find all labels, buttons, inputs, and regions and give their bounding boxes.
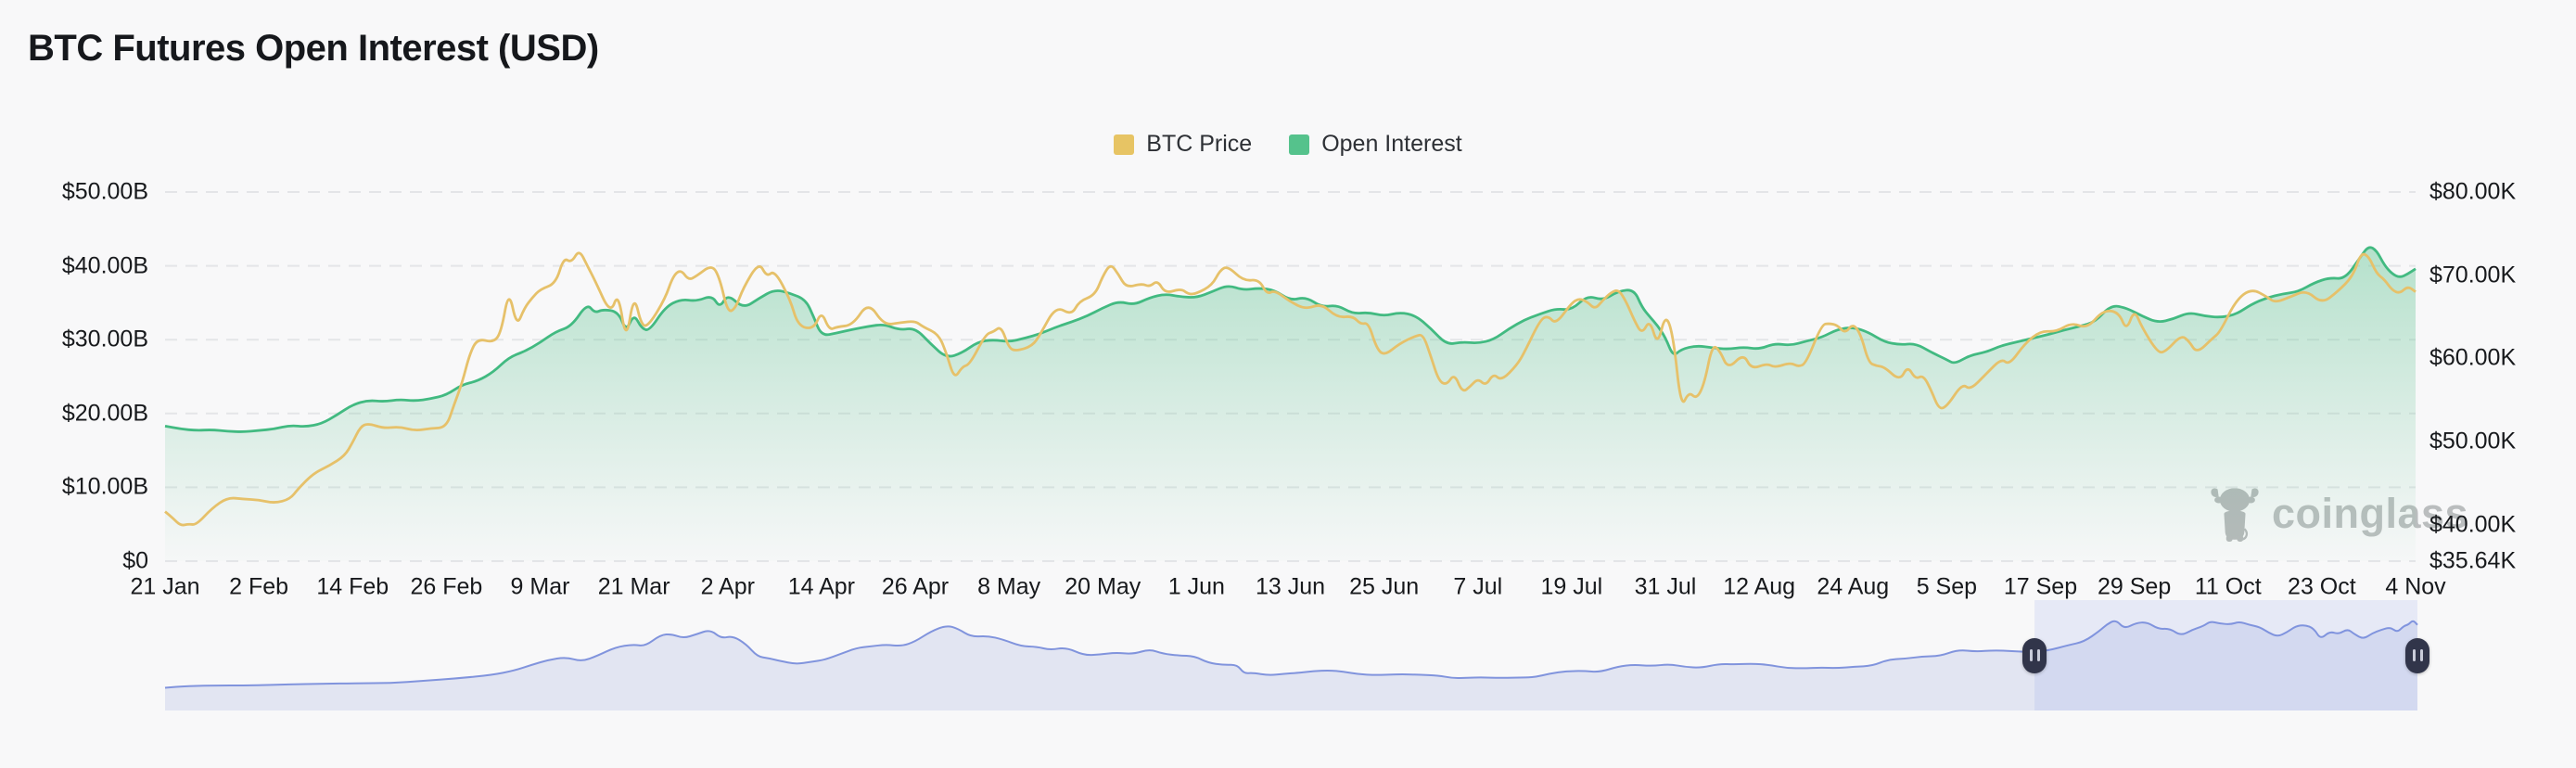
x-axis-tick-label: 20 May [1065, 573, 1141, 600]
x-axis-tick-label: 19 Jul [1540, 573, 1603, 600]
right-axis-tick-label: $70.00K [2429, 262, 2517, 288]
legend: BTC Price Open Interest [0, 131, 2576, 158]
btc-price-swatch-icon [1114, 134, 1135, 155]
right-axis-tick-label: $40.00K [2429, 511, 2517, 538]
left-axis-tick-label: $0 [122, 547, 148, 574]
x-axis-tick-label: 23 Oct [2288, 573, 2356, 600]
navigator-area[interactable] [165, 621, 2417, 710]
x-axis-tick-label: 29 Sep [2098, 573, 2172, 600]
navigator-right-handle[interactable] [2405, 637, 2429, 673]
x-axis-tick-label: 1 Jun [1167, 573, 1225, 600]
legend-label-btc-price: BTC Price [1146, 131, 1253, 157]
x-axis-tick-label: 17 Sep [2003, 573, 2078, 600]
open-interest-swatch-icon [1289, 134, 1310, 155]
navigator-selection[interactable] [2034, 600, 2417, 710]
btc-price-line [164, 251, 2417, 527]
x-axis-tick-label: 31 Jul [1634, 573, 1697, 600]
x-axis-tick-label: 13 Jun [1255, 573, 1326, 600]
x-axis-tick-label: 26 Apr [881, 573, 950, 600]
x-axis-tick-label: 21 Mar [597, 573, 670, 600]
x-axis-tick-label: 9 Mar [510, 573, 570, 600]
x-axis-tick-label: 4 Nov [2385, 573, 2446, 600]
x-axis-tick-label: 21 Jan [130, 573, 200, 600]
legend-item-btc-price[interactable]: BTC Price [1114, 131, 1252, 158]
x-axis-tick-label: 8 May [977, 573, 1041, 600]
open-interest-area [165, 247, 2416, 561]
right-axis-tick-label: $35.64K [2429, 547, 2517, 574]
page-title: BTC Futures Open Interest (USD) [28, 28, 599, 69]
right-axis-tick-label: $60.00K [2429, 344, 2517, 371]
left-axis-tick-label: $40.00B [61, 252, 148, 279]
x-axis-tick-label: 24 Aug [1817, 573, 1890, 600]
x-axis-tick-label: 14 Apr [787, 573, 856, 600]
x-axis-tick-label: 26 Feb [410, 573, 483, 600]
x-axis-tick-label: 2 Feb [229, 573, 289, 600]
right-axis-tick-label: $80.00K [2429, 178, 2517, 205]
left-axis-tick-label: $20.00B [61, 400, 148, 427]
x-axis-tick-label: 7 Jul [1453, 573, 1503, 600]
right-axis-tick-label: $50.00K [2429, 428, 2517, 454]
left-axis-tick-label: $30.00B [61, 326, 148, 352]
left-axis-tick-label: $50.00B [61, 178, 148, 205]
left-axis-tick-label: $10.00B [61, 473, 148, 500]
legend-item-open-interest[interactable]: Open Interest [1289, 131, 1462, 158]
x-axis-tick-label: 14 Feb [316, 573, 389, 600]
x-axis-tick-label: 2 Apr [700, 573, 755, 600]
x-axis-tick-label: 5 Sep [1916, 573, 1978, 600]
x-axis-tick-label: 11 Oct [2194, 573, 2262, 600]
open-interest-line [164, 246, 2417, 433]
navigator-left-handle[interactable] [2022, 637, 2047, 673]
navigator-line [164, 620, 2418, 689]
legend-label-open-interest: Open Interest [1321, 131, 1462, 157]
x-axis-tick-label: 25 Jun [1349, 573, 1420, 600]
x-axis-tick-label: 12 Aug [1723, 573, 1796, 600]
